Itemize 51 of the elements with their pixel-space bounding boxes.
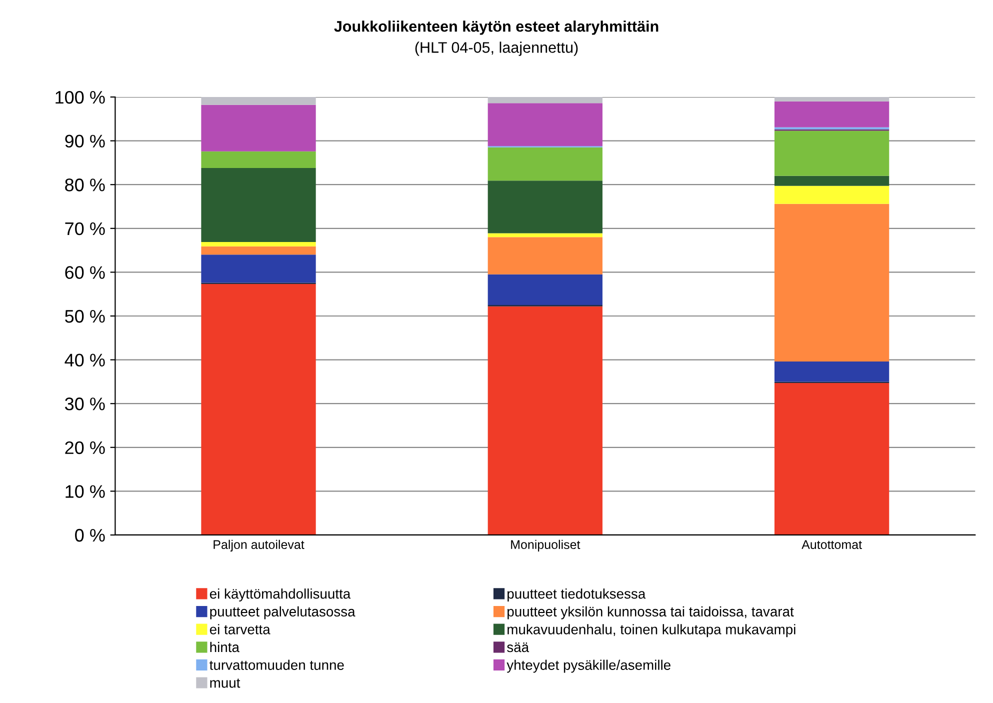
chart-subtitle: (HLT 04-05, laajennettu)	[415, 42, 578, 56]
bar	[774, 101, 890, 128]
bar	[488, 147, 602, 181]
legend-label: muut	[210, 678, 240, 688]
bar	[774, 130, 890, 176]
bar	[774, 97, 890, 102]
bar	[201, 168, 316, 242]
y-tick-label: 60 %	[65, 266, 105, 279]
bar	[488, 237, 602, 274]
bar	[488, 103, 602, 146]
legend-label: puutteet tiedotuksessa	[508, 588, 646, 602]
bar	[774, 176, 890, 186]
y-tick-label: 70 %	[65, 222, 105, 236]
bar	[201, 151, 316, 168]
y-tick-label: 40 %	[64, 354, 105, 367]
x-tick-label: Paljon autoilevat	[214, 540, 304, 552]
y-tick-label: 10 %	[66, 485, 105, 498]
legend-label: ei käyttömahdollisuutta	[210, 588, 351, 602]
y-tick-label: 100 %	[56, 90, 105, 104]
bar	[774, 383, 890, 535]
bar	[201, 246, 316, 255]
bar	[488, 306, 602, 535]
legend-label: puutteet yksilön kunnossa tai taidoissa, tavarat	[508, 606, 794, 620]
bar	[488, 233, 602, 238]
legend-label: ei tarvetta	[210, 624, 270, 634]
bar	[774, 362, 890, 382]
bar	[201, 97, 316, 105]
bar	[488, 274, 602, 306]
y-tick-label: 90 %	[65, 134, 105, 148]
legend-label: puutteet palvelutasossa	[210, 606, 356, 620]
bar	[774, 186, 890, 204]
legend-label: turvattomuuden tunne	[210, 660, 344, 670]
legend-label: mukavuudenhalu, toinen kulkutapa mukavampi	[508, 624, 796, 638]
y-tick-label: 80 %	[65, 178, 105, 192]
y-tick-label: 50 %	[65, 310, 105, 323]
legend-label: hinta	[210, 642, 240, 652]
y-tick-label: 30 %	[65, 398, 105, 410]
y-tick-label: 0 %	[75, 528, 105, 542]
chart-title: Joukkoliikenteen käytön esteet alaryhmittäin	[334, 20, 658, 35]
x-tick-label: Autottomat	[802, 540, 862, 550]
x-tick-label: Monipuoliset	[511, 540, 580, 552]
bar	[201, 242, 316, 246]
legend-label: sää	[507, 642, 530, 652]
y-tick-label: 20 %	[65, 441, 105, 454]
bar	[201, 104, 316, 152]
bar	[201, 254, 316, 283]
bar	[488, 180, 602, 234]
legend-label: yhteydet pysäkille/asemille	[506, 660, 670, 673]
bar	[201, 284, 316, 535]
bar	[488, 97, 602, 104]
bar	[774, 204, 890, 362]
